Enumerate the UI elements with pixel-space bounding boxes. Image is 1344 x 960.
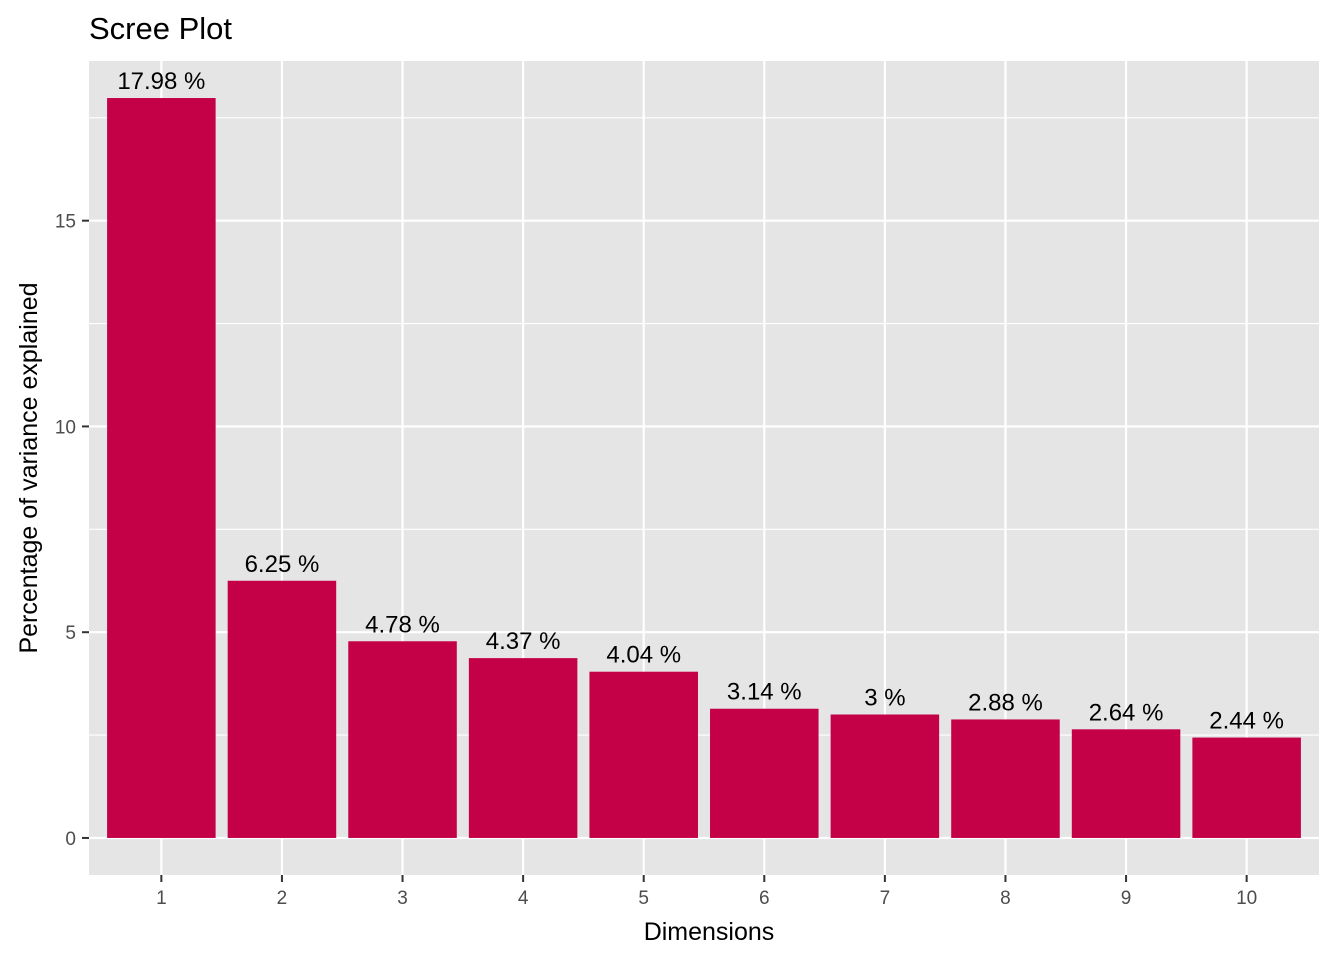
- bar-dim-1: [107, 98, 216, 838]
- y-tick-label: 15: [55, 212, 76, 233]
- x-tick-label: 1: [156, 888, 167, 909]
- y-axis: 0 5 10 15: [55, 212, 89, 850]
- chart-title: Scree Plot: [89, 11, 232, 46]
- data-label-dim-5: 4.04 %: [606, 642, 681, 669]
- x-tick-label: 4: [518, 888, 529, 909]
- x-tick-label: 2: [277, 888, 288, 909]
- data-label-dim-6: 3.14 %: [727, 679, 802, 706]
- data-labels: 17.98 % 6.25 % 4.78 % 4.37 % 4.04 % 3.14 % 3 %…: [117, 68, 1284, 735]
- data-label-dim-3: 4.78 %: [365, 611, 440, 638]
- bar-dim-2: [227, 580, 337, 838]
- y-tick-label: 5: [65, 623, 76, 644]
- bars: [107, 98, 1301, 838]
- bar-dim-10: [1192, 737, 1301, 838]
- data-label-dim-9: 2.64 %: [1089, 699, 1164, 726]
- data-label-dim-10: 2.44 %: [1209, 708, 1284, 735]
- y-tick-label: 0: [65, 829, 76, 850]
- x-tick-label: 10: [1236, 888, 1257, 909]
- data-label-dim-8: 2.88 %: [968, 689, 1043, 716]
- y-tick-label: 10: [55, 417, 76, 438]
- bar-dim-7: [830, 714, 940, 838]
- bar-dim-6: [710, 708, 819, 838]
- x-tick-label: 6: [759, 888, 770, 909]
- y-axis-title: Percentage of variance explained: [15, 282, 43, 653]
- bar-dim-4: [468, 658, 578, 838]
- x-tick-label: 5: [638, 888, 649, 909]
- bar-dim-8: [951, 719, 1060, 838]
- x-axis-title: Dimensions: [644, 918, 775, 946]
- bar-dim-3: [348, 641, 457, 838]
- x-tick-label: 3: [397, 888, 408, 909]
- bar-dim-9: [1071, 729, 1181, 838]
- x-tick-label: 9: [1121, 888, 1132, 909]
- data-label-dim-4: 4.37 %: [486, 628, 561, 655]
- data-label-dim-1: 17.98 %: [117, 68, 205, 95]
- x-tick-label: 7: [880, 888, 891, 909]
- data-label-dim-7: 3 %: [864, 685, 905, 712]
- x-tick-label: 8: [1000, 888, 1011, 909]
- x-axis: 1 2 3 4 5 6 7 8 9 10: [156, 875, 1257, 909]
- data-label-dim-2: 6.25 %: [245, 551, 320, 578]
- bar-dim-5: [589, 671, 698, 838]
